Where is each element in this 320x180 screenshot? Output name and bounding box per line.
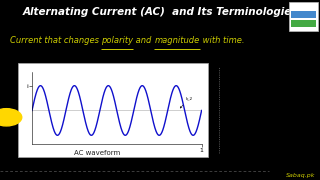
- Text: and: and: [133, 36, 154, 45]
- Text: k_2: k_2: [180, 96, 193, 108]
- FancyBboxPatch shape: [291, 11, 316, 18]
- Text: magnitude: magnitude: [154, 36, 200, 45]
- FancyBboxPatch shape: [289, 2, 318, 31]
- Text: Current that changes: Current that changes: [10, 36, 101, 45]
- Text: with time.: with time.: [200, 36, 244, 45]
- FancyBboxPatch shape: [18, 63, 208, 157]
- Text: Alternating Current (AC)  and Its Terminologies: Alternating Current (AC) and Its Termino…: [22, 7, 298, 17]
- FancyBboxPatch shape: [291, 20, 316, 27]
- Text: AC waveform: AC waveform: [75, 150, 121, 156]
- Text: Sabaq.pk: Sabaq.pk: [286, 173, 315, 178]
- Text: polarity: polarity: [101, 36, 133, 45]
- Circle shape: [0, 109, 22, 126]
